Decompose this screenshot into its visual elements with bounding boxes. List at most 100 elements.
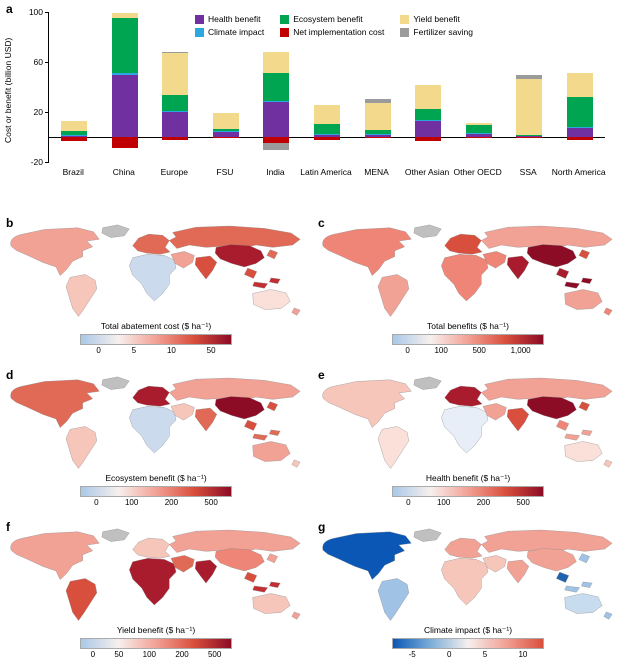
colorbar-tick-label: 100 [436, 498, 451, 507]
panel-label-c: c [318, 216, 325, 230]
bar-segment-health [263, 102, 290, 137]
colorbar-tick-label: 5 [482, 650, 488, 659]
bar-segment-health [516, 136, 543, 137]
map-region-australia [252, 593, 291, 614]
map-region-middleEast [170, 251, 195, 269]
chart-legend: Health benefit Ecosystem benefit Yield ben… [195, 14, 473, 37]
bar-segment-yield [61, 121, 88, 132]
map-region-india [194, 559, 218, 584]
map-region-japan [266, 553, 278, 564]
map-region-greenland [413, 224, 442, 238]
x-axis-category-label: India [266, 167, 285, 177]
colorbar-tick-label: 200 [175, 650, 189, 659]
panel-label-f: f [6, 520, 10, 534]
bar-segment-climate [61, 135, 88, 136]
colorbar-tick-label: 50 [206, 346, 216, 355]
x-axis-category-label: MENA [364, 167, 389, 177]
map-region-china [526, 244, 577, 268]
map-panel-d: d Ecosystem benefit ($ ha⁻¹) 0 100 200 500 [0, 366, 312, 518]
bar-segment-ecosystem [516, 135, 543, 137]
map-region-australia [252, 441, 291, 462]
panel-a-bar-chart: a Cost or benefit (billion USD) -20 20 60 1… [0, 0, 624, 214]
y-tick-label: 100 [28, 7, 43, 17]
y-tick-label: 20 [33, 107, 43, 117]
legend-item-ecosystem: Ecosystem benefit [280, 14, 384, 24]
bar-segment-climate [162, 111, 189, 112]
map-region-southAmerica [377, 274, 410, 317]
bar-segment-cost [314, 137, 340, 140]
map-region-africa [129, 406, 177, 454]
panel-label-b: b [6, 216, 14, 230]
colorbar-tick-label: 500 [472, 346, 486, 355]
world-map [10, 528, 301, 621]
map-region-greenland [101, 376, 130, 390]
legend-item-health: Health benefit [195, 14, 264, 24]
map-region-indonesia [252, 429, 281, 441]
bar-chart-plot-area: -20 20 60 100 [29, 7, 605, 167]
map-region-japan [578, 553, 590, 564]
x-axis-category-label: FSU [216, 167, 234, 177]
map-region-southAmerica [65, 274, 98, 317]
map-region-indonesia [252, 581, 281, 593]
map-region-china [214, 548, 265, 572]
map-title: Total abatement cost ($ ha⁻¹) [100, 321, 212, 331]
legend-label: Fertilizer saving [413, 27, 473, 37]
bar-segment-ecosystem [566, 97, 593, 127]
colorbar [392, 334, 544, 345]
bar-segment-ecosystem [111, 18, 138, 74]
map-region-newZealand [603, 459, 613, 468]
map-region-india [506, 407, 530, 432]
map-panel-b: b Total abatement cost ($ ha⁻¹) 0 5 10 50 [0, 214, 312, 366]
bar-segment-fertilizer [263, 143, 290, 150]
colorbar-tick-label: 200 [164, 498, 179, 507]
colorbar-tick-label: 500 [204, 498, 218, 507]
map-region-europe [444, 385, 483, 407]
bar-segment-cost [61, 137, 88, 141]
bar-segment-climate [111, 73, 138, 75]
colorbar-ticks: -5 0 5 10 [393, 650, 543, 659]
map-region-newZealand [291, 611, 301, 620]
legend-item-cost: Net implementation cost [280, 27, 384, 37]
map-title: Health benefit ($ ha⁻¹) [425, 473, 511, 483]
panel-label-d: d [6, 368, 14, 382]
map-region-india [506, 559, 530, 584]
bar-segment-ecosystem [364, 130, 391, 134]
colorbar-tick-label: 0 [405, 346, 410, 355]
bar-segment-cost [516, 137, 543, 139]
map-panel-e: e Health benefit ($ ha⁻¹) 0 100 200 500 [312, 366, 624, 518]
map-region-india [194, 407, 218, 432]
y-tick-mark [45, 62, 49, 63]
x-axis-category-label: Brazil [62, 167, 84, 177]
map-region-europe [132, 385, 171, 407]
legend-item-fertilizer: Fertilizer saving [400, 27, 473, 37]
bar-segment-yield [111, 13, 138, 19]
bar-segment-cost [111, 137, 138, 149]
panel-label-e: e [318, 368, 325, 382]
bar-segment-health [465, 133, 492, 137]
map-region-japan [578, 401, 590, 412]
map-region-russia [169, 529, 301, 553]
bar-segment-ecosystem [162, 95, 189, 112]
map-region-indonesia [252, 277, 281, 289]
world-map [322, 528, 613, 621]
colorbar-ticks: 0 100 200 500 [393, 498, 543, 507]
legend-label: Health benefit [208, 14, 261, 24]
bar-segment-cost [212, 137, 239, 139]
bar-segment-cost [415, 137, 442, 141]
map-region-europe [444, 537, 483, 559]
map-region-africa [441, 558, 489, 606]
map-region-northAmerica [10, 227, 100, 276]
map-region-australia [564, 289, 603, 310]
bar-segment-ecosystem [415, 108, 442, 121]
bar-segment-yield [516, 78, 543, 136]
colorbar-tick-label: 0 [447, 650, 452, 659]
bar-segment-climate [566, 127, 593, 129]
colorbar [392, 638, 544, 649]
bar-segment-health [212, 132, 239, 137]
map-region-southeastAsia [556, 267, 570, 279]
panel-label-a: a [6, 2, 13, 16]
colorbar-tick-label: 0 [90, 650, 96, 659]
y-tick-mark [45, 162, 49, 163]
bar-segment-health [111, 74, 138, 137]
map-region-middleEast [482, 251, 507, 269]
